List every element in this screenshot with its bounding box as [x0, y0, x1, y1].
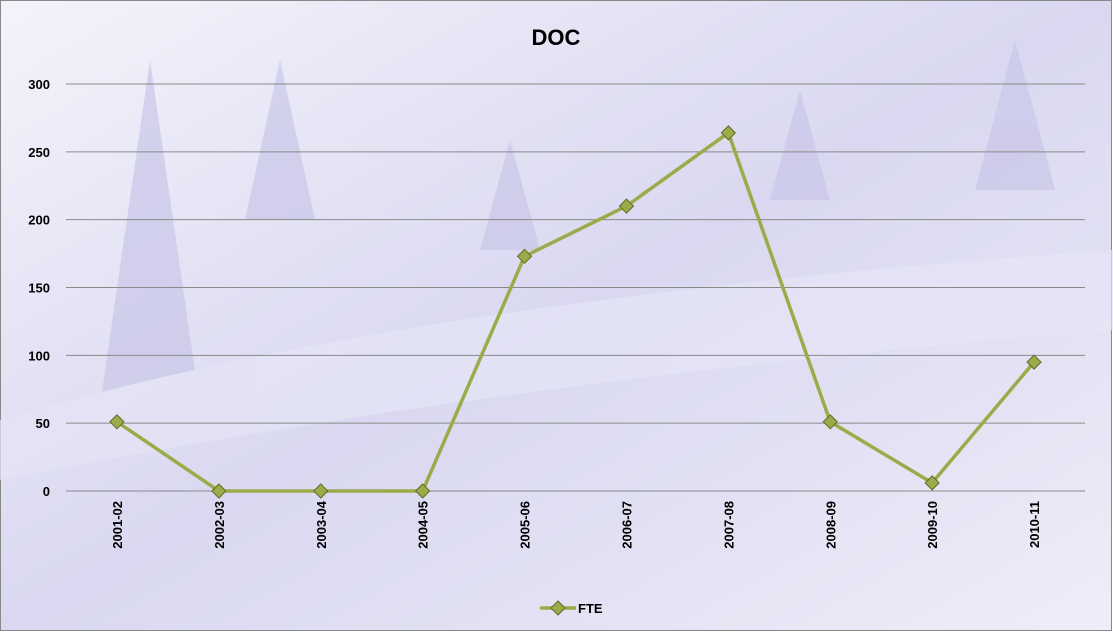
x-tick-label: 2003-04: [314, 500, 329, 548]
y-tick-label: 300: [28, 77, 50, 92]
x-tick-label: 2008-09: [823, 501, 838, 549]
y-tick-label: 200: [28, 213, 50, 228]
x-tick-label: 2002-03: [212, 501, 227, 549]
y-tick-label: 100: [28, 348, 50, 363]
x-tick-label: 2006-07: [619, 501, 634, 549]
x-tick-label: 2007-08: [721, 501, 736, 549]
y-tick-label: 0: [43, 484, 50, 499]
x-tick-label: 2005-06: [518, 501, 533, 549]
x-tick-label: 2004-05: [416, 501, 431, 549]
y-tick-label: 50: [36, 416, 50, 431]
legend-label: FTE: [578, 601, 603, 616]
y-tick-label: 250: [28, 145, 50, 160]
y-tick-label: 150: [28, 281, 50, 296]
chart: DOC 0 50 100 150 200 250 300 2001-02 2002-03 2003…: [0, 0, 1113, 632]
chart-title: DOC: [532, 25, 581, 50]
x-tick-label: 2010-11: [1027, 501, 1042, 548]
x-tick-label: 2001-02: [110, 501, 125, 549]
x-tick-label: 2009-10: [925, 501, 940, 549]
